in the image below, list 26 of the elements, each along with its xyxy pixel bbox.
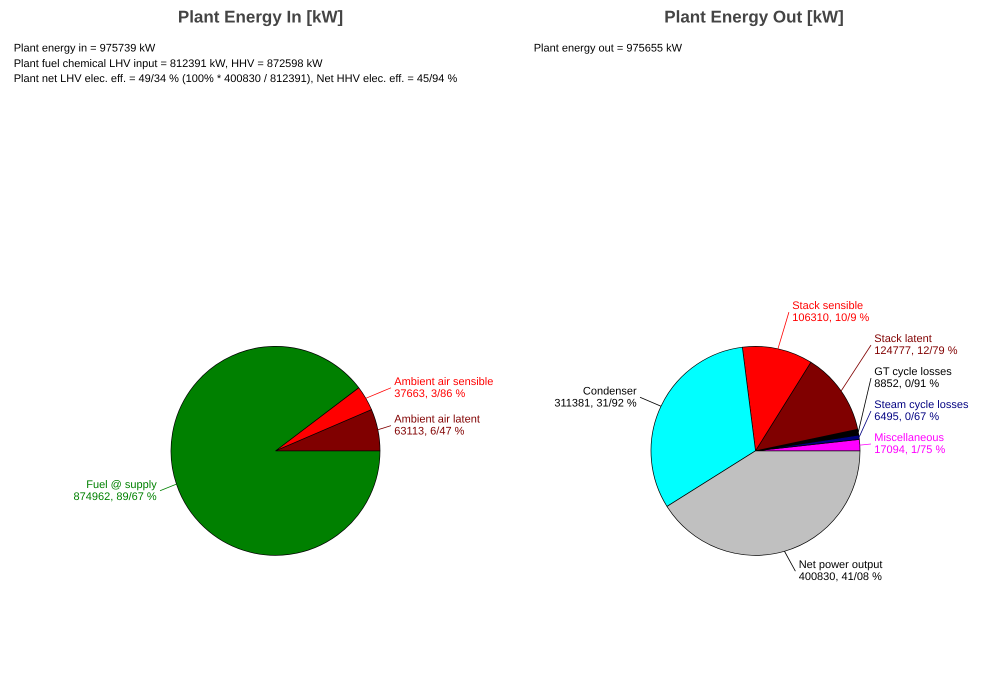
data-label: 400830, 41/08 %	[798, 571, 882, 584]
data-label: 311381, 31/92 %	[554, 397, 637, 410]
slice-label: Miscellaneous	[874, 432, 944, 444]
slice-label: Condenser	[582, 385, 638, 398]
text: Plant energy out = 975655 kW	[534, 42, 683, 54]
text: Plant net LHV elec. eff. = 49/34 % (100% * 400830 / 812391), Net HHV elec. eff. = 45/94 %	[14, 73, 458, 86]
chart-title: Plant Energy In [kW]	[178, 8, 344, 26]
slice-label: Net power output	[798, 559, 882, 572]
data-label: 874962, 89/67 %	[74, 490, 157, 503]
slice-label: Fuel @ supply	[86, 478, 158, 491]
slice-label: Ambient air sensible	[394, 376, 494, 388]
slice-label: Steam cycle losses	[874, 399, 969, 412]
text: Plant energy in = 975739 kW	[14, 42, 156, 54]
slice-label: Ambient air latent	[394, 414, 480, 426]
data-label: 17094, 1/75 %	[874, 444, 946, 456]
data-label: 37663, 3/86 %	[394, 388, 466, 400]
chart-title: Plant Energy Out [kW]	[664, 8, 844, 26]
slice-label: GT cycle losses	[874, 366, 952, 378]
data-label: 8852, 0/91 %	[874, 378, 940, 390]
data-label: 124777, 12/79 %	[874, 345, 958, 358]
text: Plant fuel chemical LHV input = 812391 kW, HHV = 872598 kW	[14, 58, 324, 70]
data-label: 63113, 6/47 %	[394, 426, 465, 438]
slice-label: Stack latent	[874, 333, 932, 346]
data-label: 6495, 0/67 %	[874, 411, 940, 424]
data-label: 106310, 10/9 %	[792, 312, 870, 324]
slice-label: Stack sensible	[792, 300, 864, 312]
